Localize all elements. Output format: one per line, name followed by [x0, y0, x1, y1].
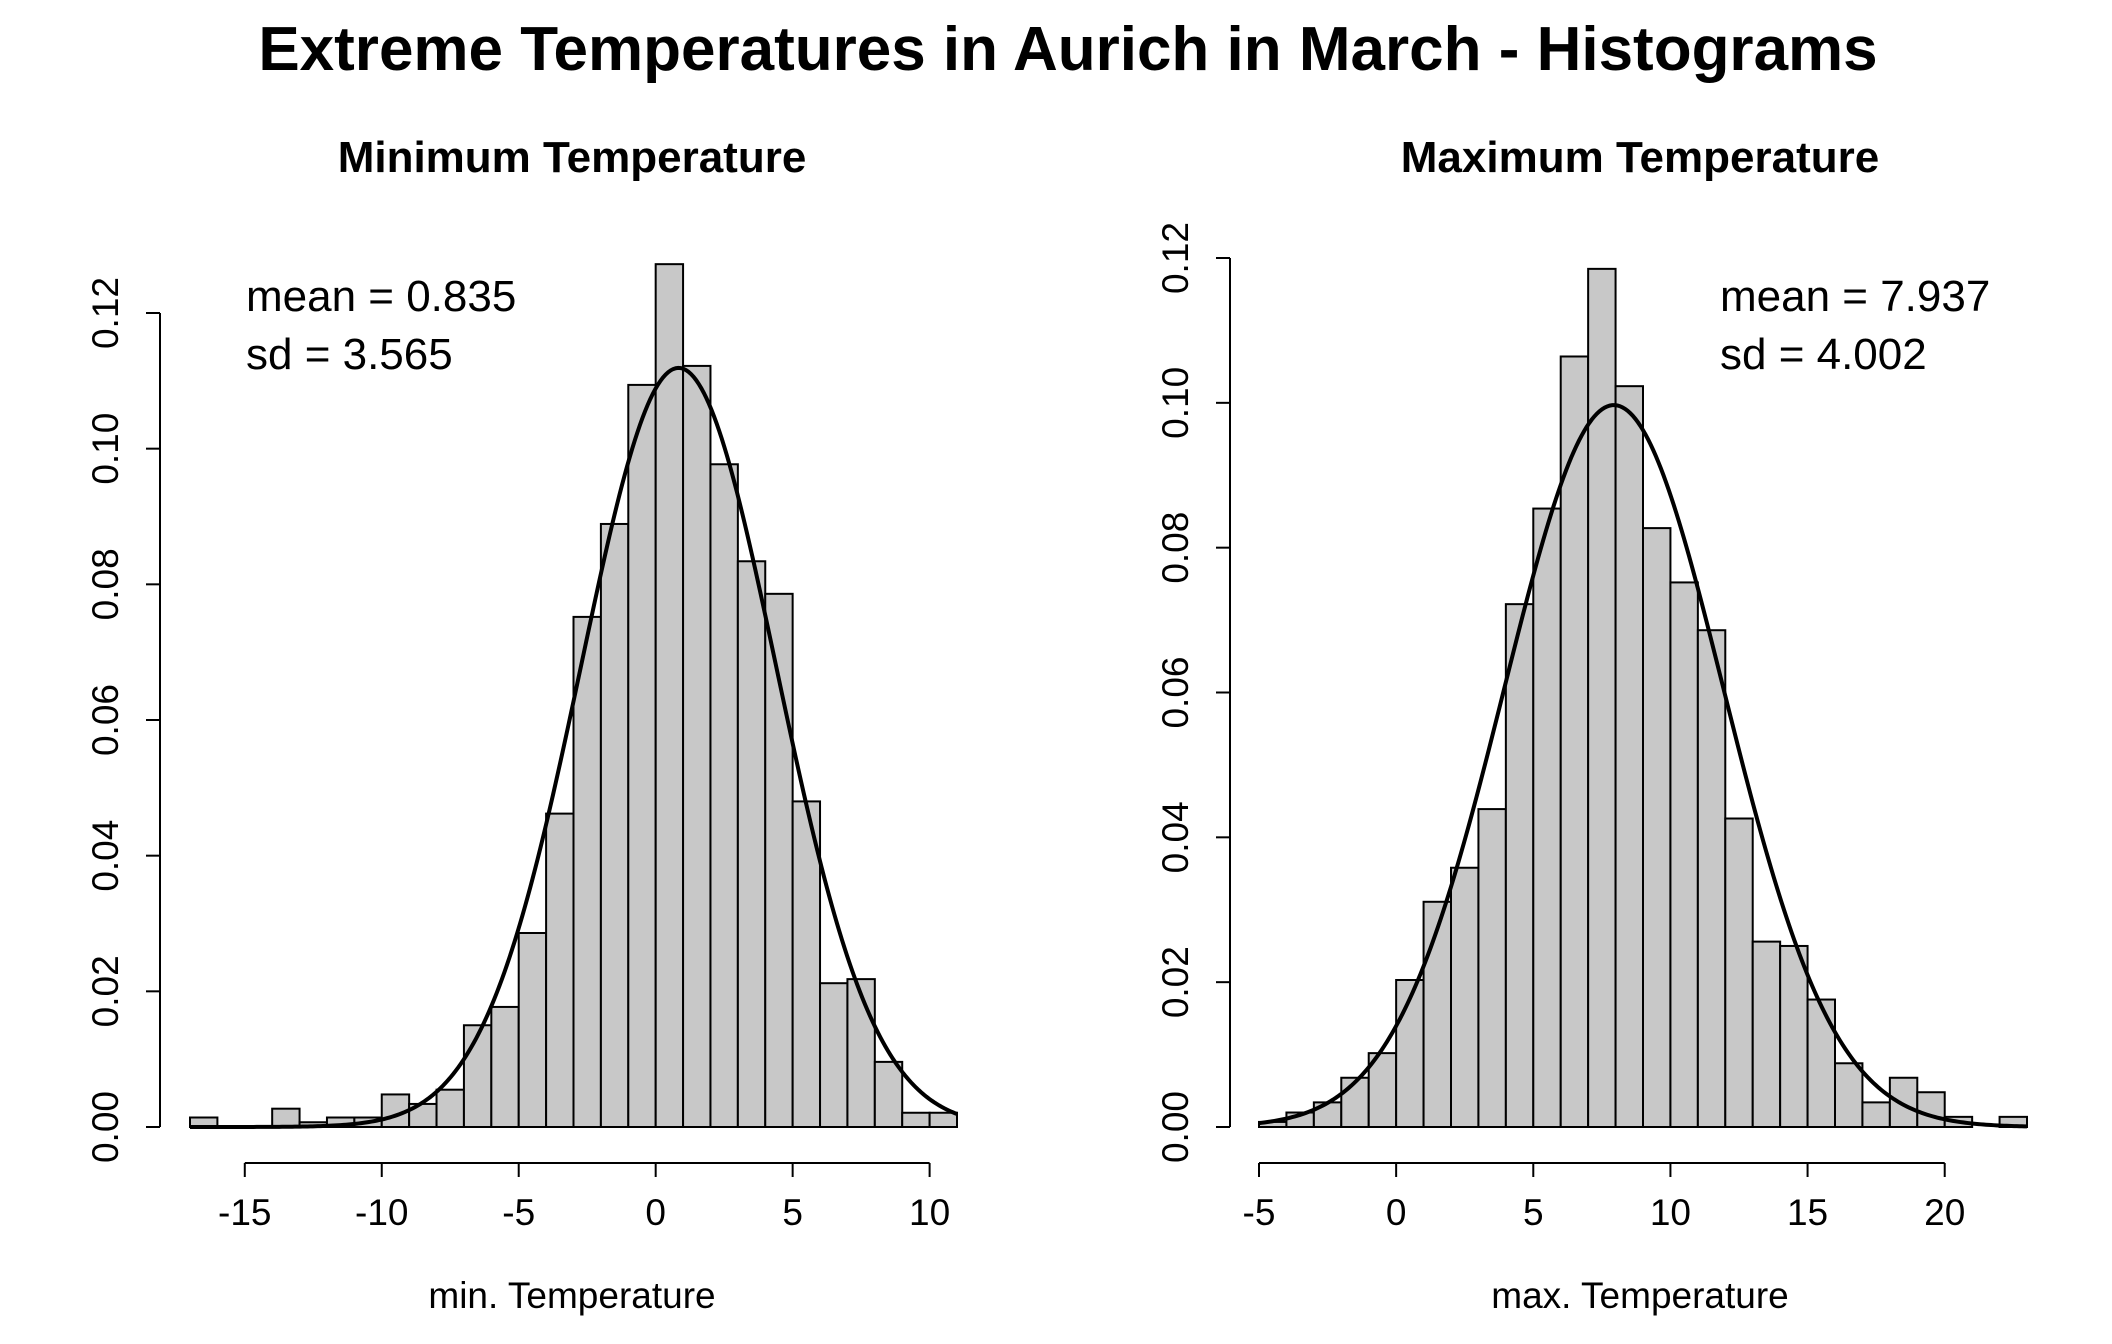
histogram-bar: [1916, 1091, 1946, 1128]
x-tick-label: 10: [909, 1192, 950, 1233]
x-tick-label: -5: [1243, 1192, 1276, 1233]
x-tick-label: 10: [1650, 1192, 1691, 1233]
histogram-bar: [1587, 267, 1617, 1128]
x-tick-label: -10: [355, 1192, 408, 1233]
x-axis-max: -5 0 5 10 15 20: [1243, 1162, 1965, 1233]
x-tick-label: -5: [502, 1192, 535, 1233]
y-tick-label: 0.08: [85, 548, 126, 620]
y-tick-label: 0.02: [1155, 946, 1196, 1018]
normal-curve-max: [1258, 403, 2028, 1129]
histogram-bar: [682, 364, 712, 1129]
x-axis-min: -15 -10 -5 0 5 10: [218, 1162, 950, 1233]
histogram-bar: [599, 522, 630, 1128]
histogram-bar: [873, 1060, 904, 1129]
x-tick-label: 0: [645, 1192, 666, 1233]
histogram-bar: [654, 263, 685, 1129]
panel-title-max: Maximum Temperature: [1401, 133, 1879, 182]
y-tick-label: 0.10: [85, 413, 126, 485]
histogram-bar: [1806, 998, 1836, 1129]
y-tick-label: 0.02: [85, 955, 126, 1027]
y-tick-label: 0.04: [85, 820, 126, 892]
histogram-bar: [462, 1024, 493, 1128]
panel-min-temperature: Minimum Temperature min. Temperature mea…: [85, 133, 958, 1316]
histogram-bar: [1614, 385, 1644, 1128]
x-tick-label: 5: [782, 1192, 803, 1233]
stat-sd-min: sd = 3.565: [246, 330, 453, 379]
histogram-bar: [1724, 817, 1754, 1128]
histogram-bar: [627, 383, 657, 1128]
histogram-bar: [709, 463, 739, 1129]
histogram-bar: [1477, 808, 1507, 1128]
y-axis-max: 0.00 0.02 0.04 0.06 0.08 0.10 0.12: [1155, 222, 1231, 1163]
normal-density-curve: [1258, 403, 2028, 1129]
histogram-bar: [1751, 940, 1782, 1129]
histogram-bar: [435, 1088, 465, 1128]
histogram-bar: [1504, 603, 1535, 1128]
histogram-bar: [1696, 629, 1727, 1128]
panel-max-temperature: Maximum Temperature max. Temperature mea…: [1155, 133, 2028, 1316]
histogram-bar: [1450, 866, 1480, 1129]
normal-curve-min: [190, 365, 958, 1129]
histogram-bar: [736, 560, 767, 1128]
y-tick-label: 0.00: [1155, 1091, 1196, 1163]
y-tick-label: 0.10: [1155, 367, 1196, 439]
histogram-bar: [928, 1111, 958, 1129]
histogram-bar: [1422, 900, 1452, 1129]
histogram-bar: [901, 1111, 931, 1129]
x-tick-label: 15: [1787, 1192, 1828, 1233]
y-axis-min: 0.00 0.02 0.04 0.06 0.08 0.10 0.12: [85, 277, 161, 1163]
y-tick-label: 0.00: [85, 1091, 126, 1163]
stat-mean-min: mean = 0.835: [246, 272, 516, 321]
histogram-bar: [819, 982, 849, 1129]
y-tick-label: 0.08: [1155, 512, 1196, 584]
histogram-bar: [1861, 1101, 1891, 1128]
histogram-bar: [1340, 1076, 1370, 1129]
histogram-bar: [1642, 527, 1672, 1128]
y-tick-label: 0.12: [1155, 222, 1196, 294]
y-tick-label: 0.06: [85, 684, 126, 756]
histogram-bar: [545, 812, 575, 1128]
x-axis-label-min: min. Temperature: [428, 1275, 715, 1316]
stat-sd-max: sd = 4.002: [1720, 330, 1927, 379]
histogram-bar: [1834, 1062, 1864, 1128]
histogram-bar: [1669, 581, 1699, 1128]
stat-mean-max: mean = 7.937: [1720, 272, 1990, 321]
y-tick-label: 0.04: [1155, 801, 1196, 873]
histogram-bar: [517, 931, 548, 1128]
histogram-bar: [846, 978, 876, 1129]
histogram-bar: [1367, 1052, 1398, 1129]
histogram-bar: [490, 1005, 520, 1128]
y-tick-label: 0.12: [85, 277, 126, 349]
x-tick-label: 5: [1523, 1192, 1544, 1233]
histogram-bar: [271, 1107, 301, 1129]
histogram-bar: [1888, 1076, 1919, 1129]
x-tick-label: -15: [218, 1192, 271, 1233]
panel-title-min: Minimum Temperature: [338, 133, 807, 182]
x-tick-label: 20: [1924, 1192, 1965, 1233]
histogram-bar: [1532, 507, 1562, 1129]
histogram-bar: [572, 615, 602, 1128]
figure-title: Extreme Temperatures in Aurich in March …: [258, 15, 1877, 84]
x-axis-label-max: max. Temperature: [1491, 1275, 1789, 1316]
histogram-bars-max: [1258, 267, 2028, 1129]
y-tick-label: 0.06: [1155, 656, 1196, 728]
normal-density-curve: [190, 365, 958, 1129]
histogram-bar: [1779, 944, 1809, 1128]
x-tick-label: 0: [1386, 1192, 1407, 1233]
